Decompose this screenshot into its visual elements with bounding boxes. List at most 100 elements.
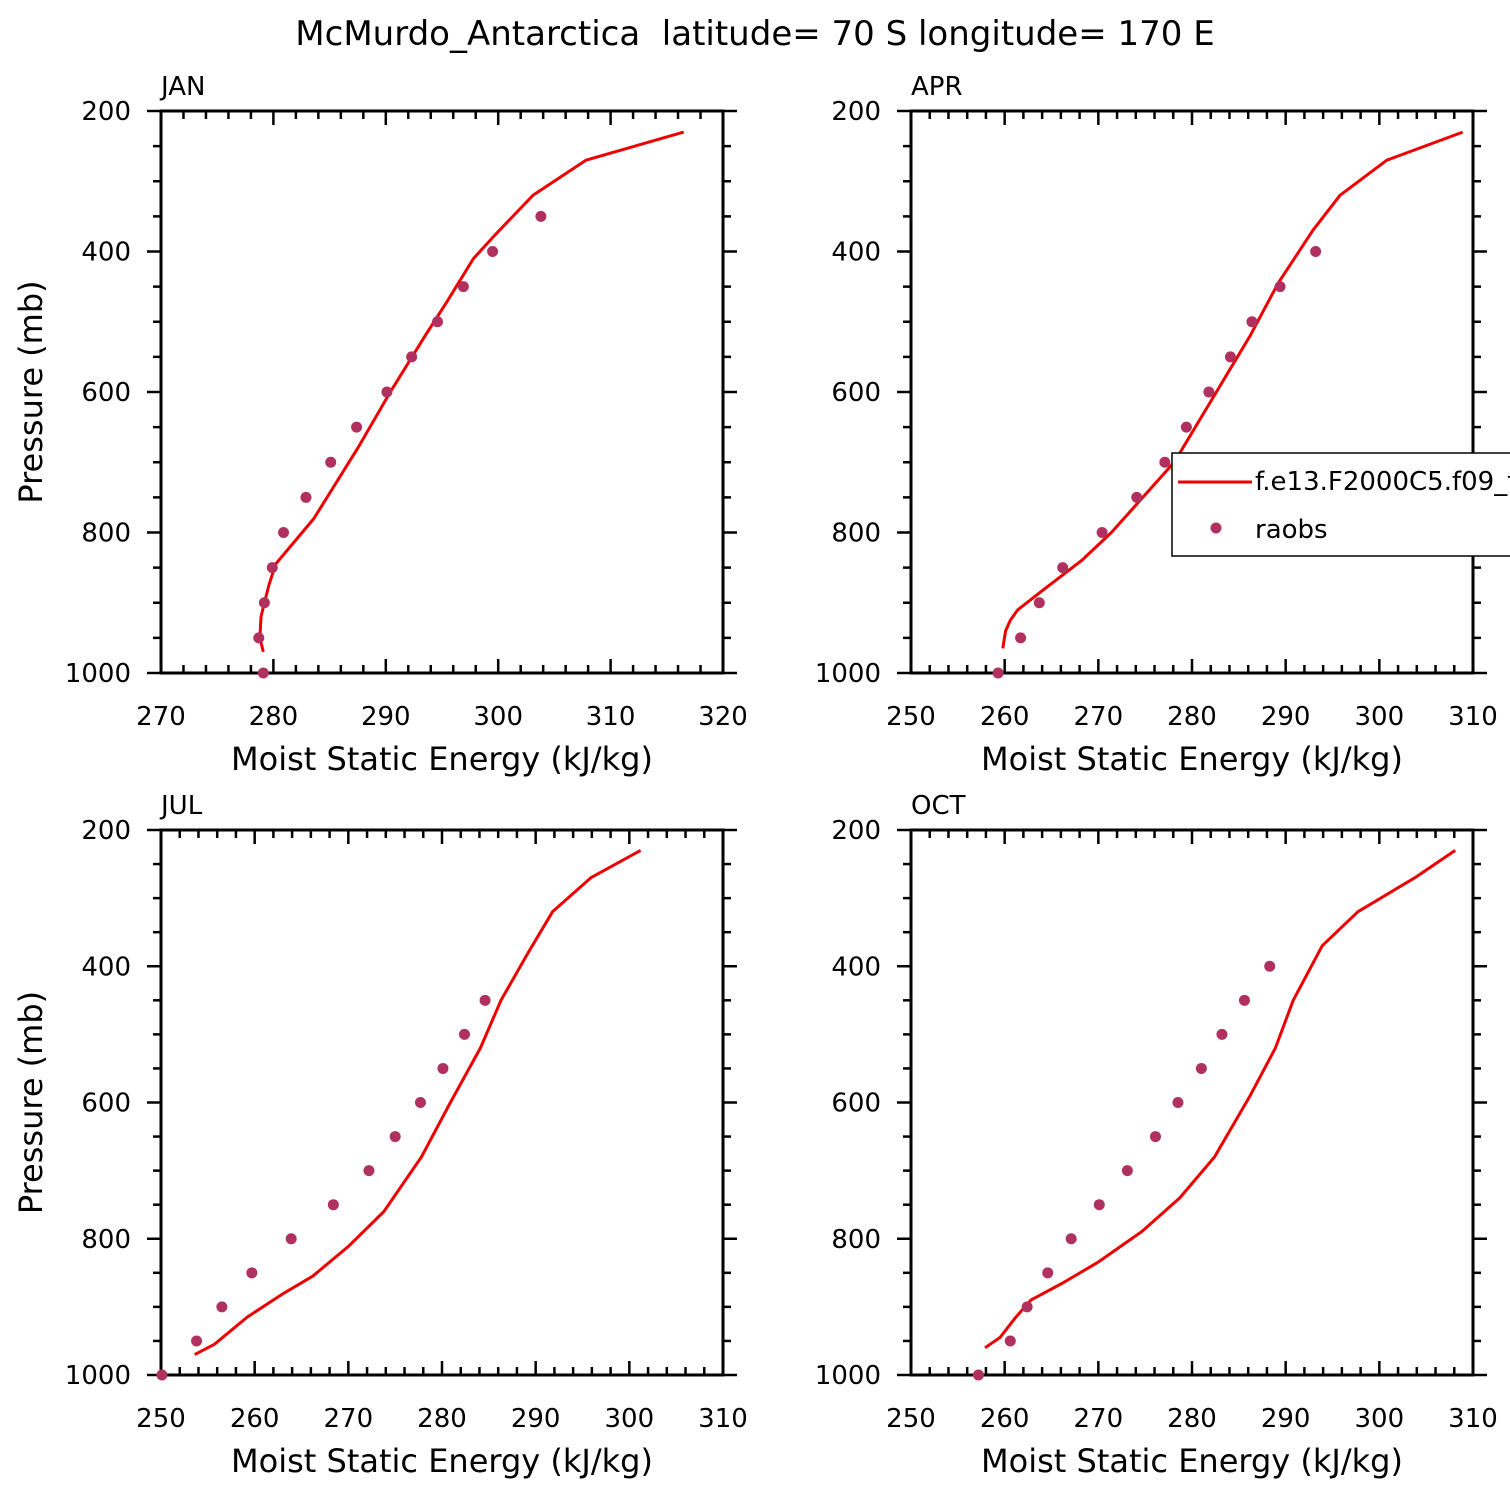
x-tick-label: 300 [1355,1404,1405,1434]
x-axis-label: Moist Static Energy (kJ/kg) [981,740,1403,778]
y-tick-label: 200 [831,97,881,127]
raobs-point [535,210,547,222]
raobs-point [389,1131,401,1143]
y-tick-label: 200 [81,97,131,127]
raobs-point [327,1199,339,1211]
raobs-point [487,246,499,257]
x-tick-label: 310 [586,702,636,732]
x-tick-label: 280 [249,702,299,732]
x-tick-label: 310 [1448,1404,1498,1434]
raobs-point [266,562,278,574]
x-tick-label: 320 [698,702,748,732]
plot-frame [909,828,1475,1377]
legend-label-model: f.e13.F2000C5.f09_f09.1979_2012.001 [1255,467,1510,497]
panel-title: APR [911,72,963,102]
x-axis-label: Moist Static Energy (kJ/kg) [231,740,653,778]
y-tick-label: 600 [831,1089,881,1119]
x-tick-label: 290 [1261,1404,1311,1434]
y-tick-label: 1000 [815,1361,881,1391]
x-axis-label: Moist Static Energy (kJ/kg) [231,1442,653,1480]
raobs-point [1195,1062,1207,1074]
raobs-point [406,351,418,363]
legend-marker-swatch [1210,522,1222,534]
x-tick-label: 300 [605,1404,655,1434]
x-tick-label: 270 [324,1404,374,1434]
x-tick-label: 280 [1167,1404,1217,1434]
panel-title: JAN [159,72,205,102]
raobs-point [257,667,269,679]
raobs-point [1216,1028,1228,1040]
raobs-point [278,527,290,538]
y-tick-label: 800 [81,519,131,549]
x-tick-label: 300 [473,702,523,732]
panel-title: OCT [911,791,966,821]
raobs-point [457,281,469,293]
y-tick-label: 1000 [65,659,131,689]
x-tick-label: 310 [1448,702,1498,732]
y-axis-label: Pressure (mb) [12,991,50,1214]
plot-frame [159,828,725,1377]
raobs-point [972,1369,984,1381]
panel-oct: OCT 250 260 270 280 290 300 310 200 400 600 800 1000… [815,791,1498,1480]
x-tick-label: 260 [230,1404,280,1434]
y-tick-label: 600 [81,1089,131,1119]
raobs-point [325,456,337,468]
x-axis-label: Moist Static Energy (kJ/kg) [981,1442,1403,1480]
y-tick-label: 800 [831,519,881,549]
y-tick-label: 800 [81,1225,131,1255]
raobs-point [351,421,363,433]
model-line [194,849,642,1356]
raobs-point [1004,1335,1016,1347]
raobs-point [381,386,393,398]
raobs-point [1224,351,1236,363]
x-tick-label: 280 [1167,702,1217,732]
y-tick-label: 200 [831,816,881,846]
raobs-point [1203,386,1215,398]
raobs-point [1021,1301,1033,1313]
x-tick-label: 270 [136,702,186,732]
raobs-point [414,1097,426,1108]
raobs-point [1264,960,1276,972]
y-tick-label: 1000 [815,659,881,689]
x-tick-label: 290 [511,1404,561,1434]
raobs-point [1042,1267,1054,1279]
raobs-point [1246,316,1258,328]
raobs-point [1093,1199,1105,1211]
raobs-point [458,1028,470,1040]
raobs-point [1015,632,1027,644]
raobs-point [1172,1097,1184,1108]
y-tick-label: 600 [81,378,131,408]
raobs-point [432,316,444,328]
raobs-point [1065,1233,1077,1245]
y-tick-label: 400 [81,952,131,982]
y-tick-label: 400 [81,238,131,268]
x-tick-label: 260 [980,702,1030,732]
plot-frame [159,109,725,675]
raobs-point [1180,421,1192,433]
panel-apr: APR 250 260 270 280 290 300 310 200 400 600 800 1000… [815,72,1498,778]
y-tick-label: 400 [831,952,881,982]
x-tick-label: 260 [980,1404,1030,1434]
figure-title: McMurdo_Antarctica latitude= 70 S longit… [295,14,1214,54]
legend-label-raobs: raobs [1255,515,1328,545]
raobs-point [191,1335,203,1347]
x-tick-label: 250 [136,1404,186,1434]
raobs-point [258,597,270,609]
panel-jan: JAN 270 280 290 300 310 320 200 400 600 800 1000 Moi… [12,72,748,778]
x-tick-label: 250 [886,1404,936,1434]
raobs-point [1274,281,1286,293]
raobs-point [992,667,1004,679]
y-axis-label: Pressure (mb) [12,280,50,503]
x-tick-label: 250 [886,702,936,732]
raobs-point [156,1369,168,1381]
raobs-point [1131,491,1143,503]
raobs-point [253,632,265,644]
y-tick-label: 600 [831,378,881,408]
legend: f.e13.F2000C5.f09_f09.1979_2012.001raobs [1171,452,1510,557]
raobs-point [1096,527,1108,538]
raobs-point [1238,994,1250,1006]
raobs-point [1149,1131,1161,1143]
y-tick-label: 800 [831,1225,881,1255]
x-tick-label: 280 [417,1404,467,1434]
raobs-point [216,1301,228,1313]
